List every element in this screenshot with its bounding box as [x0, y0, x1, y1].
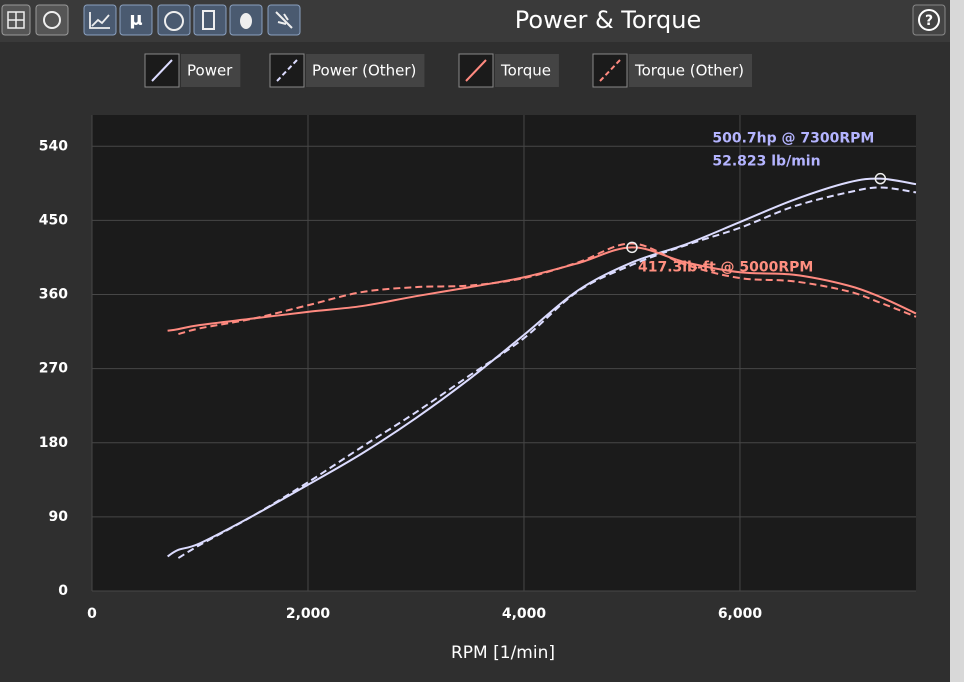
- gauge-button[interactable]: [157, 4, 191, 36]
- x-tick-label: 2,000: [286, 606, 331, 622]
- legend-swatch: [599, 59, 621, 82]
- series-line: [167, 177, 917, 558]
- toolbar-buttons: μ: [1, 4, 301, 36]
- help-label: ?: [925, 13, 933, 29]
- y-tick-label: 360: [39, 287, 68, 303]
- legend-label-bg: [495, 54, 559, 87]
- chart-icon: [89, 12, 110, 29]
- peak-marker: [626, 241, 638, 254]
- y-tick-label: 90: [49, 509, 69, 525]
- legend-swatch: [276, 59, 298, 82]
- fuel-icon: [202, 10, 215, 30]
- y-tick-label: 0: [58, 583, 68, 599]
- y-tick-label: 180: [39, 435, 68, 451]
- x-tick-label: 6,000: [718, 606, 763, 622]
- legend-item[interactable]: Torque: [458, 53, 559, 88]
- wing-icon: [275, 11, 293, 29]
- series-line: [177, 186, 917, 559]
- legend-item[interactable]: Power (Other): [269, 53, 425, 88]
- mu-label: μ: [129, 9, 142, 30]
- legend-label-bg: [181, 54, 241, 87]
- y-tick-label: 270: [39, 361, 68, 377]
- peak-marker: [874, 172, 887, 185]
- legend-box: [269, 53, 305, 88]
- legend-swatch: [465, 59, 487, 82]
- window-edge: [950, 0, 964, 682]
- legend-label: Torque (Other): [634, 62, 744, 80]
- grid-icon: [7, 11, 25, 29]
- annotation-text: 417.3lb-ft @ 5000RPM: [638, 259, 813, 275]
- legend-swatch: [151, 59, 173, 82]
- legend-label-bg: [306, 54, 425, 87]
- series-line: [178, 242, 917, 336]
- mu-button[interactable]: [119, 4, 153, 36]
- screen-title: Power & Torque: [515, 6, 701, 34]
- x-tick-label: 4,000: [502, 606, 547, 622]
- chart-button[interactable]: [83, 4, 117, 36]
- gauge-icon: [164, 11, 184, 31]
- legend-item[interactable]: Power: [144, 53, 241, 88]
- fuel-button[interactable]: [193, 4, 227, 36]
- turbo-button[interactable]: [35, 4, 69, 36]
- bug-icon: [240, 13, 252, 29]
- legend-label: Power: [187, 62, 233, 80]
- annotation-text: 500.7hp @ 7300RPM: [712, 131, 874, 147]
- legend-label: Power (Other): [312, 62, 416, 80]
- annotation-text: 52.823 lb/min: [712, 154, 820, 170]
- x-tick-label: 0: [87, 606, 97, 622]
- legend-item[interactable]: Torque (Other): [592, 53, 753, 88]
- x-axis-label: RPM [1/min]: [451, 643, 555, 663]
- series-line: [167, 246, 917, 332]
- y-tick-label: 540: [39, 138, 68, 154]
- legend-box: [592, 53, 628, 88]
- legend-label-bg: [629, 54, 753, 87]
- help-circle: [918, 9, 940, 31]
- turbo-icon: [43, 11, 61, 29]
- y-tick-label: 450: [39, 212, 68, 228]
- legend-label: Torque: [500, 62, 551, 80]
